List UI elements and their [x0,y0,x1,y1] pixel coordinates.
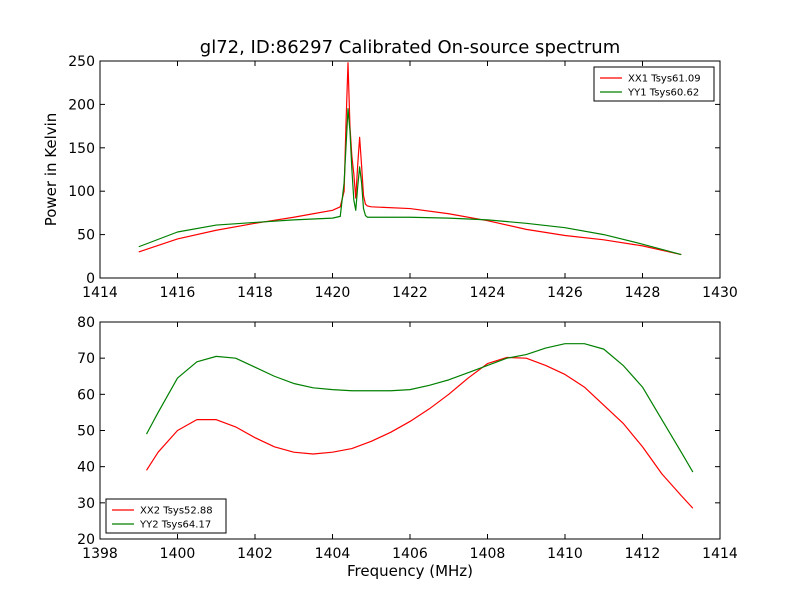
bottom-xtick-label-5: 1408 [470,546,506,562]
top-xtick-label-8: 1430 [702,285,738,301]
top-ytick-label-0: 0 [86,271,95,287]
bottom-series-line-0 [145,356,694,509]
bottom-ticks: 1398 1400 1402 1404 1406 1408 1410 1412 1414 20 30… [77,315,738,562]
top-ytick-label-2: 100 [68,184,95,200]
top-legend-label-0: XX1 Tsys61.09 [628,74,701,85]
top-xtick-label-1: 1416 [160,285,196,301]
top-ytick-label-5: 250 [68,54,95,70]
top-legend-label-1: YY1 Tsys60.62 [627,88,699,99]
top-ytick-label-1: 50 [77,228,95,244]
bottom-xtick-label-8: 1414 [702,546,738,562]
bottom-ytick-label-0: 20 [77,532,95,548]
top-ytick-label-3: 150 [68,141,95,157]
bottom-series-group [145,343,694,509]
bottom-legend-label-1: YY2 Tsys64.17 [139,520,211,531]
top-ticks: 1414 1416 1418 1420 1422 1424 1426 1428 1430 0 50 1… [68,54,738,301]
bottom-ytick-label-6: 80 [77,315,95,331]
top-xtick-label-6: 1426 [547,285,583,301]
bottom-ytick-label-5: 70 [77,351,95,367]
top-xtick-label-3: 1420 [315,285,351,301]
top-series-line-1 [138,108,682,256]
bottom-legend-box [105,498,227,534]
bottom-ytick-label-4: 60 [77,387,95,403]
chart-title-top: gl72, ID:86297 Calibrated On-source spec… [200,37,620,58]
top-ylabel: Power in Kelvin [42,113,60,227]
bottom-xlabel: Frequency (MHz) [347,562,473,580]
top-ytick-label-4: 200 [68,97,95,113]
top-xtick-label-4: 1422 [392,285,428,301]
bottom-legend: XX2 Tsys52.88 YY2 Tsys64.17 [105,498,227,534]
bottom-series-line-1 [145,343,694,473]
top-xtick-label-5: 1424 [470,285,506,301]
top-xtick-label-0: 1414 [82,285,118,301]
top-series-group [138,62,682,256]
top-xtick-label-2: 1418 [237,285,273,301]
bottom-xtick-label-4: 1406 [392,546,428,562]
top-panel: 1414 1416 1418 1420 1422 1424 1426 1428 1430 0 50 1… [42,54,738,301]
top-legend-box [593,66,715,102]
top-series-line-0 [138,62,682,256]
bottom-xtick-label-6: 1410 [547,546,583,562]
bottom-xtick-label-3: 1404 [315,546,351,562]
bottom-panel: 1398 1400 1402 1404 1406 1408 1410 1412 1414 20 30… [77,315,738,580]
bottom-ytick-label-2: 40 [77,460,95,476]
bottom-legend-label-0: XX2 Tsys52.88 [140,506,213,517]
bottom-xtick-label-0: 1398 [82,546,118,562]
bottom-xtick-label-1: 1400 [160,546,196,562]
bottom-xtick-label-2: 1402 [237,546,273,562]
bottom-ytick-label-1: 30 [77,496,95,512]
top-legend: XX1 Tsys61.09 YY1 Tsys60.62 [593,66,715,102]
bottom-xtick-label-7: 1412 [625,546,661,562]
bottom-ytick-label-3: 50 [77,424,95,440]
top-xtick-label-7: 1428 [625,285,661,301]
